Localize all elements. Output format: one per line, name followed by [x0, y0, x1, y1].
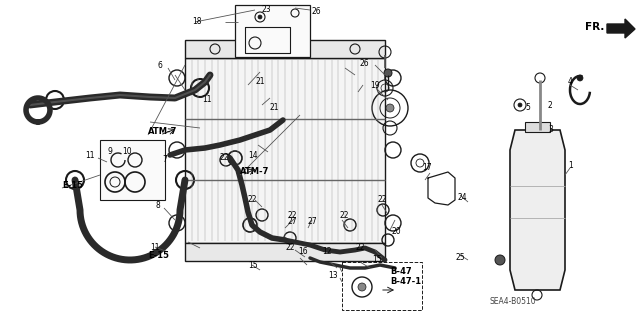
- Text: 17: 17: [422, 164, 431, 173]
- Polygon shape: [510, 130, 565, 290]
- Text: 22: 22: [285, 243, 294, 253]
- Text: FR.: FR.: [585, 22, 604, 32]
- Bar: [235, 5, 310, 57]
- Text: E-15: E-15: [148, 250, 169, 259]
- Bar: [185, 243, 385, 261]
- Text: 22: 22: [288, 211, 298, 219]
- Text: 20: 20: [392, 227, 402, 236]
- Text: B-47: B-47: [390, 268, 412, 277]
- Bar: [185, 58, 385, 243]
- Circle shape: [384, 69, 392, 77]
- Text: 16: 16: [298, 248, 308, 256]
- Text: 10: 10: [122, 147, 132, 157]
- Text: 26: 26: [360, 58, 370, 68]
- Text: 7: 7: [162, 155, 167, 165]
- Text: 4: 4: [568, 78, 573, 86]
- Text: 27: 27: [308, 218, 317, 226]
- Text: 26: 26: [312, 8, 322, 17]
- Text: 5: 5: [525, 103, 530, 113]
- Text: 22: 22: [220, 153, 230, 162]
- Text: 21: 21: [270, 103, 280, 113]
- Text: 21: 21: [255, 78, 264, 86]
- Text: ATM-7: ATM-7: [148, 128, 177, 137]
- Text: 18: 18: [192, 18, 202, 26]
- Text: SEA4-B0510: SEA4-B0510: [490, 298, 536, 307]
- Text: 22: 22: [248, 196, 257, 204]
- Text: 23: 23: [262, 5, 271, 14]
- Text: 6: 6: [157, 61, 163, 70]
- Text: 8: 8: [155, 201, 160, 210]
- Text: 19: 19: [370, 80, 380, 90]
- Circle shape: [518, 103, 522, 107]
- Text: 22: 22: [355, 243, 365, 253]
- Polygon shape: [607, 19, 635, 38]
- Text: 22: 22: [340, 211, 349, 219]
- Text: 15: 15: [248, 261, 258, 270]
- Text: B-47-1: B-47-1: [390, 278, 421, 286]
- Text: ATM-7: ATM-7: [240, 167, 269, 176]
- Text: 11: 11: [202, 95, 211, 105]
- Text: 25: 25: [455, 254, 465, 263]
- Bar: [342, 262, 422, 310]
- Text: 27: 27: [288, 218, 298, 226]
- Bar: [100, 140, 165, 200]
- Text: E-15: E-15: [62, 181, 83, 189]
- Bar: [185, 40, 385, 58]
- Text: 2: 2: [548, 100, 553, 109]
- Text: 24: 24: [458, 194, 468, 203]
- Text: 9: 9: [108, 147, 113, 157]
- Text: 11: 11: [86, 151, 95, 160]
- Text: 14: 14: [248, 151, 258, 160]
- Circle shape: [258, 15, 262, 19]
- Circle shape: [358, 283, 366, 291]
- Text: 3: 3: [548, 125, 553, 135]
- Text: 22: 22: [378, 196, 387, 204]
- Text: 13: 13: [328, 271, 338, 279]
- Bar: [525, 122, 550, 132]
- Circle shape: [577, 75, 583, 81]
- Text: 15: 15: [372, 256, 381, 264]
- Circle shape: [386, 104, 394, 112]
- Text: 12: 12: [322, 248, 332, 256]
- Text: 1: 1: [568, 160, 573, 169]
- Circle shape: [495, 255, 505, 265]
- Text: 11: 11: [150, 243, 159, 253]
